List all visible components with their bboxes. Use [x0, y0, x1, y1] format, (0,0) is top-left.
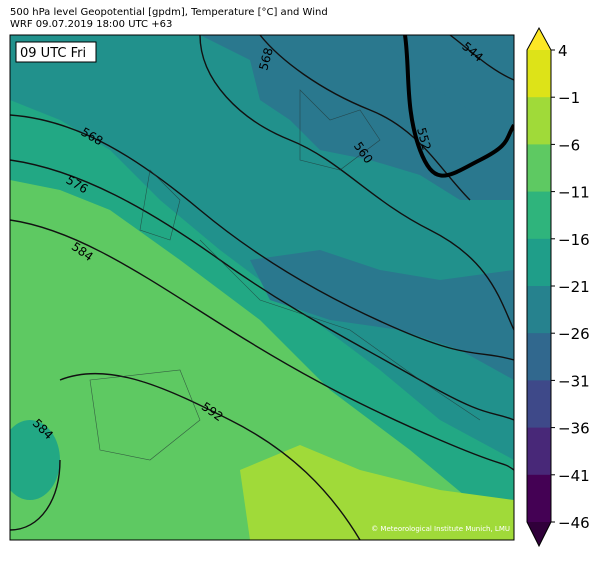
- colorbar-band: [527, 97, 551, 145]
- colorbar-band: [527, 380, 551, 429]
- colorbar-band: [527, 50, 551, 98]
- colorbar-tick-label: 4: [558, 42, 568, 60]
- time-label-box: [15, 41, 97, 63]
- colorbar-tick-label: −11: [558, 184, 590, 202]
- colorbar-band: [527, 191, 551, 240]
- colorbar-tick-label: −16: [558, 231, 590, 249]
- colorbar-tick-label: −36: [558, 420, 590, 438]
- colorbar: 4 −1 −6 −11 −16 −21 −26 −31 −36 −41 −46: [526, 26, 590, 548]
- colorbar-band: [527, 238, 551, 287]
- colorbar-cap: [527, 28, 551, 50]
- contour-label: 552: [414, 126, 433, 152]
- colorbar-band: [527, 474, 551, 523]
- colorbar-band: [527, 427, 551, 476]
- colorbar-band: [527, 144, 551, 193]
- colorbar-tick-label: −26: [558, 325, 590, 343]
- colorbar-band: [527, 333, 551, 381]
- title: 500 hPa level Geopotential [gpdm], Tempe…: [10, 7, 328, 18]
- map-frame: [9, 34, 515, 541]
- credit: © Meteorological Institute Munich, LMU: [371, 525, 510, 533]
- colorbar-tick-label: −6: [558, 136, 580, 154]
- time-label: 09 UTC Fri: [20, 46, 86, 61]
- colorbar-cap: [527, 522, 551, 546]
- colorbar-band: [527, 286, 551, 334]
- colorbar-tick-label: −46: [558, 514, 590, 532]
- colorbar-tick-label: −41: [558, 467, 590, 485]
- colorbar-tick-label: −1: [558, 89, 580, 107]
- subtitle: WRF 09.07.2019 18:00 UTC +63: [10, 19, 172, 30]
- colorbar-tick-label: −31: [558, 372, 590, 390]
- contour-label: 568: [256, 46, 275, 72]
- colorbar-tick-label: −21: [558, 278, 590, 296]
